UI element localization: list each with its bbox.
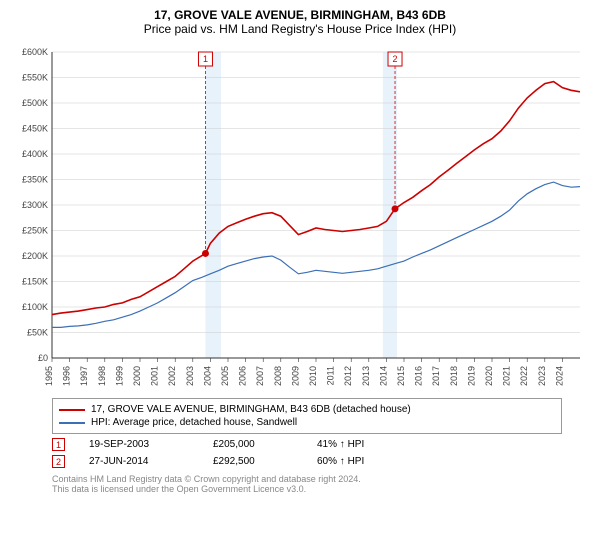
svg-text:2014: 2014 — [378, 366, 388, 386]
price-chart: £0 £50K £100K £150K £200K £250K £300K £350K £400… — [8, 42, 592, 392]
svg-text:1998: 1998 — [97, 366, 107, 386]
svg-text:£550K: £550K — [22, 73, 48, 83]
svg-text:£300K: £300K — [22, 200, 48, 210]
legend-label: HPI: Average price, detached house, Sand… — [91, 417, 297, 428]
svg-text:2002: 2002 — [167, 366, 177, 386]
legend-row: 17, GROVE VALE AVENUE, BIRMINGHAM, B43 6… — [59, 404, 555, 415]
footer-line: This data is licensed under the Open Gov… — [52, 484, 562, 494]
marker-badge: 1 — [52, 438, 65, 451]
svg-text:2023: 2023 — [537, 366, 547, 386]
marker-date: 27-JUN-2014 — [89, 456, 189, 467]
marker-table: 1 19-SEP-2003 £205,000 41% ↑ HPI 2 27-JU… — [52, 438, 562, 468]
marker-row: 2 27-JUN-2014 £292,500 60% ↑ HPI — [52, 455, 562, 468]
marker-hpi: 60% ↑ HPI — [317, 456, 397, 467]
svg-text:£600K: £600K — [22, 47, 48, 57]
svg-text:£50K: £50K — [27, 328, 48, 338]
svg-text:2016: 2016 — [414, 366, 424, 386]
svg-text:2010: 2010 — [308, 366, 318, 386]
page-title: 17, GROVE VALE AVENUE, BIRMINGHAM, B43 6… — [8, 8, 592, 22]
svg-text:2006: 2006 — [238, 366, 248, 386]
svg-text:2017: 2017 — [431, 366, 441, 386]
svg-text:1995: 1995 — [44, 366, 54, 386]
marker-price: £292,500 — [213, 456, 293, 467]
svg-text:1999: 1999 — [114, 366, 124, 386]
svg-text:2007: 2007 — [255, 366, 265, 386]
svg-text:2012: 2012 — [343, 366, 353, 386]
svg-text:£400K: £400K — [22, 149, 48, 159]
svg-text:£500K: £500K — [22, 98, 48, 108]
legend-swatch — [59, 409, 85, 411]
footer-line: Contains HM Land Registry data © Crown c… — [52, 474, 562, 484]
svg-text:2008: 2008 — [273, 366, 283, 386]
legend-row: HPI: Average price, detached house, Sand… — [59, 417, 555, 428]
svg-text:£0: £0 — [38, 353, 48, 363]
svg-text:2020: 2020 — [484, 366, 494, 386]
svg-text:1996: 1996 — [62, 366, 72, 386]
marker-date: 19-SEP-2003 — [89, 439, 189, 450]
svg-text:2013: 2013 — [361, 366, 371, 386]
svg-text:£200K: £200K — [22, 251, 48, 261]
legend-label: 17, GROVE VALE AVENUE, BIRMINGHAM, B43 6… — [91, 404, 411, 415]
svg-text:2019: 2019 — [466, 366, 476, 386]
footer-attribution: Contains HM Land Registry data © Crown c… — [52, 474, 562, 494]
svg-text:£450K: £450K — [22, 124, 48, 134]
svg-text:£250K: £250K — [22, 226, 48, 236]
svg-text:2011: 2011 — [326, 366, 336, 385]
legend-swatch — [59, 422, 85, 424]
svg-text:1997: 1997 — [79, 366, 89, 386]
svg-text:2024: 2024 — [554, 366, 564, 386]
marker-price: £205,000 — [213, 439, 293, 450]
svg-text:£150K: £150K — [22, 277, 48, 287]
svg-text:2018: 2018 — [449, 366, 459, 386]
svg-text:2: 2 — [393, 54, 398, 64]
marker-badge: 2 — [52, 455, 65, 468]
chart-svg: £0 £50K £100K £150K £200K £250K £300K £350K £400… — [8, 42, 592, 392]
svg-text:2009: 2009 — [290, 366, 300, 386]
svg-text:2022: 2022 — [519, 366, 529, 386]
page-subtitle: Price paid vs. HM Land Registry's House … — [8, 22, 592, 36]
svg-text:2015: 2015 — [396, 366, 406, 386]
svg-text:£350K: £350K — [22, 175, 48, 185]
svg-text:2003: 2003 — [185, 366, 195, 386]
chart-legend: 17, GROVE VALE AVENUE, BIRMINGHAM, B43 6… — [52, 398, 562, 434]
svg-text:£100K: £100K — [22, 302, 48, 312]
marker-row: 1 19-SEP-2003 £205,000 41% ↑ HPI — [52, 438, 562, 451]
svg-text:2000: 2000 — [132, 366, 142, 386]
svg-text:2004: 2004 — [202, 366, 212, 386]
marker-hpi: 41% ↑ HPI — [317, 439, 397, 450]
svg-text:2005: 2005 — [220, 366, 230, 386]
svg-text:1: 1 — [203, 54, 208, 64]
svg-text:2021: 2021 — [502, 366, 512, 386]
svg-text:2001: 2001 — [150, 366, 160, 386]
